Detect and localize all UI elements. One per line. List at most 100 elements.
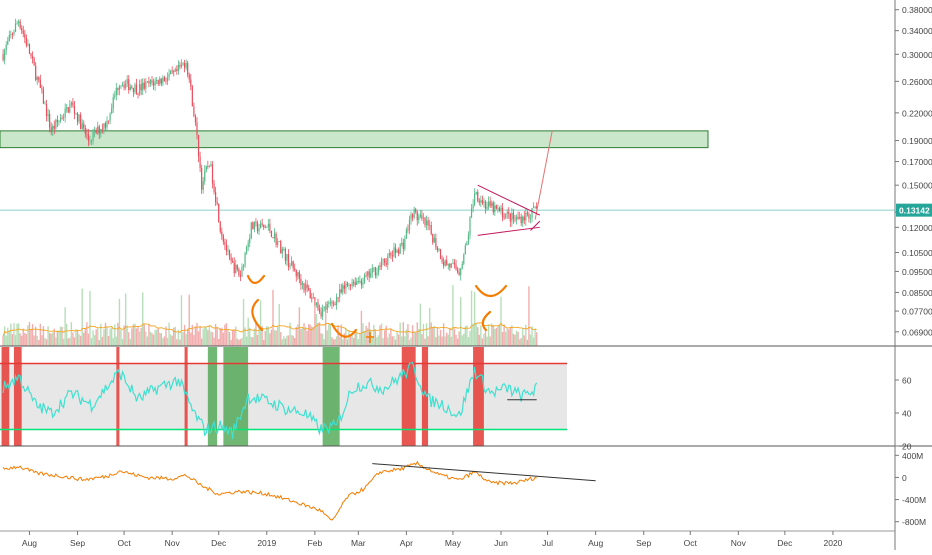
rsi-overbought-zone (184, 347, 188, 446)
obv-tick-label: -800M (902, 517, 926, 527)
volume-bar (269, 333, 271, 346)
volume-bar (374, 329, 377, 346)
candle-body (22, 30, 24, 34)
volume-bar (177, 329, 180, 346)
last-price-label: 0.13142 (899, 206, 930, 216)
volume-bar (357, 339, 360, 346)
volume-bar (377, 335, 380, 346)
candle-body (11, 34, 14, 35)
volume-bar (523, 335, 525, 346)
time-tick-label: Nov (165, 538, 181, 548)
volume-bar (233, 330, 235, 346)
volume-bar (52, 332, 54, 346)
volume-bar (97, 327, 99, 346)
candle-body (121, 84, 124, 86)
volume-bar (373, 324, 375, 346)
volume-bar (25, 334, 28, 346)
volume-bar (45, 339, 48, 346)
candle-body (315, 302, 318, 306)
candle-body (429, 225, 431, 226)
volume-bar (261, 326, 263, 346)
obv-tick-label: 0 (902, 473, 907, 483)
volume-bar (117, 322, 119, 346)
candle-body (90, 140, 93, 142)
volume-bar (407, 324, 409, 346)
candle-body (101, 128, 103, 130)
candle-body (263, 224, 265, 227)
volume-bar (359, 333, 361, 346)
volume-bar (101, 336, 104, 346)
volume-bar (143, 324, 145, 346)
candle-body (301, 283, 304, 285)
candle-body (233, 262, 235, 274)
candle-body (331, 302, 333, 304)
candle-body (410, 214, 412, 220)
candle-body (211, 164, 214, 184)
volume-bar (520, 338, 522, 346)
volume-bar (123, 325, 125, 346)
candle-body (519, 216, 521, 219)
candle-body (306, 284, 308, 289)
volume-bar (155, 329, 158, 346)
volume-bar (176, 339, 178, 346)
candle-body (5, 44, 7, 51)
time-tick-label: 2020 (823, 538, 842, 548)
volume-bar (272, 289, 274, 346)
candle-body (259, 223, 262, 229)
volume-bar (84, 328, 87, 346)
volume-bar (258, 327, 260, 346)
candle-body (453, 262, 456, 265)
time-tick-label: Oct (684, 538, 698, 548)
volume-bar (87, 333, 90, 346)
volume-bar (182, 331, 184, 346)
volume-bar (509, 327, 512, 346)
volume-bar (287, 335, 290, 346)
volume-bar (149, 331, 152, 346)
volume-bar (50, 333, 52, 346)
price-tick-label: 0.26000 (902, 77, 932, 87)
volume-bar (337, 324, 339, 346)
volume-bar (75, 329, 77, 346)
volume-bar (137, 326, 139, 346)
candle-body (480, 200, 482, 203)
volume-bar (393, 336, 395, 346)
volume-bar (428, 307, 431, 346)
candle-body (354, 282, 356, 286)
drawing-target-line (534, 130, 553, 220)
volume-bar (8, 330, 11, 346)
candle-body (404, 238, 406, 249)
volume-bar (219, 328, 221, 346)
candle-body (204, 170, 206, 182)
candle-body (89, 140, 91, 142)
candle-body (55, 119, 57, 129)
candle-body (388, 253, 390, 257)
candle-body (339, 289, 341, 298)
volume-bar (494, 328, 496, 346)
candle-body (275, 233, 277, 245)
volume-bar (138, 331, 141, 346)
candle-body (348, 285, 350, 286)
volume-bar (92, 330, 94, 346)
candle-body (427, 220, 429, 226)
volume-bar (196, 322, 198, 346)
candle-body (472, 204, 474, 209)
volume-bar (230, 339, 232, 346)
volume-bar (280, 331, 282, 346)
price-tick-label: 0.08500 (902, 288, 932, 298)
volume-bar (62, 338, 65, 346)
volume-bar (480, 325, 482, 346)
candle-body (413, 209, 415, 218)
volume-bar (444, 336, 446, 346)
rsi-oversold-zone (322, 347, 340, 446)
candle-body (343, 285, 345, 289)
time-tick-label: Apr (400, 538, 413, 548)
candle-body (266, 226, 268, 228)
price-tick-label: 0.34000 (902, 26, 932, 36)
volume-bar (145, 331, 147, 346)
volume-bar (466, 325, 468, 346)
volume-bar (362, 323, 364, 346)
candle-body (380, 259, 383, 268)
volume-bar (346, 339, 349, 346)
rsi-overbought-zone (13, 347, 22, 446)
